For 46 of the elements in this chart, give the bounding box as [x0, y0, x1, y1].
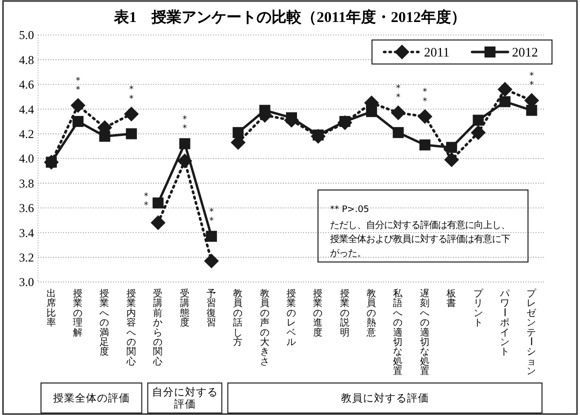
x-tick-label: 出席比率 [46, 288, 56, 329]
y-tick-label: 3.0 [19, 275, 34, 290]
annotation: ** [182, 114, 188, 134]
y-tick-label: 3.2 [19, 250, 34, 264]
x-tick-label: 授業の理解 [73, 288, 84, 338]
y-tick-label: 4.8 [19, 52, 34, 67]
y-tick-label: 3.4 [19, 226, 34, 240]
x-tick-label: 予習復習 [206, 288, 216, 329]
text: 授業全体の評価 [52, 392, 130, 405]
annotation: ** [422, 88, 428, 107]
y-tick-label: 4.0 [19, 152, 34, 166]
x-tick-label: 授業のレベル [286, 288, 296, 348]
category-label: 私語への適切な処置 [393, 288, 404, 378]
legend-label: 2012 [512, 44, 538, 60]
y-tick-label: 3.6 [19, 201, 34, 216]
x-tick-label: 教員の話し方 [233, 288, 244, 348]
legend-label: 2011 [424, 44, 450, 60]
text: 教員に対する評価 [340, 392, 429, 405]
annotation: ** [144, 192, 149, 211]
x-tick-label: 教員の熱意 [366, 288, 377, 338]
x-tick-label: プリント [473, 288, 484, 329]
text: 自分に対する評価 [152, 386, 218, 411]
y-tick-label: 5.0 [19, 28, 34, 42]
x-tick-label: 授業への満足度 [100, 288, 110, 358]
annotation: ** [129, 85, 134, 104]
y-tick-label: 4.4 [19, 102, 34, 116]
x-tick-label: 教員の声の大きさ [260, 288, 270, 368]
annotation: ** [529, 72, 534, 91]
annotation: ** [396, 84, 401, 104]
x-tick-label: 板書 [446, 288, 457, 310]
y-tick-label: 4.6 [19, 78, 34, 92]
chart-title: 表1 授業アンケートの比較（2011年度・2012年度） [113, 8, 466, 26]
x-tick-label: 授業内容への関心 [125, 288, 136, 368]
x-tick-label: 受講態度 [178, 288, 190, 329]
y-tick-label: 4.2 [19, 127, 34, 141]
y-tick-label: 3.8 [19, 176, 34, 190]
annotation: ** [209, 207, 214, 227]
category-label: プレゼンテーション [525, 288, 537, 378]
annotation: ** P>.05 [330, 205, 370, 215]
x-tick-label: 授業の説明 [340, 288, 350, 338]
annotation: ** [76, 76, 81, 96]
x-tick-label: 授業の進度 [313, 288, 324, 338]
category-label: 遅刻への適切な処置 [420, 288, 430, 378]
annotation: ただし、自分に対する評価は有意に向上し、授業全体および教員に対する評価は有意に下がった。 [330, 220, 510, 259]
x-tick-label: 受講前からの関心 [152, 288, 164, 368]
x-tick-label: パワーポイント [498, 288, 511, 358]
